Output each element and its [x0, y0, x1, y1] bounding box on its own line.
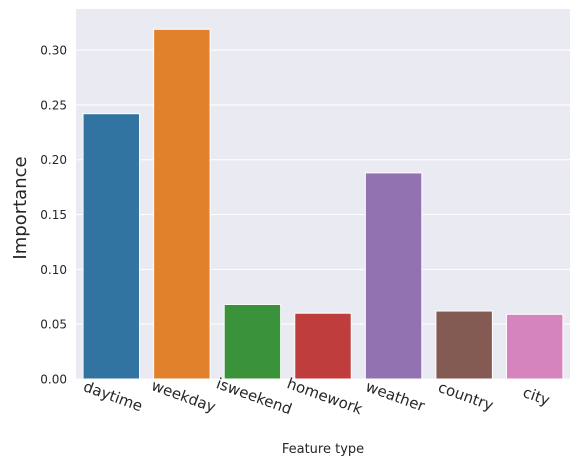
bars [82, 28, 564, 380]
x-tick-label-isweekend: isweekend [214, 374, 295, 418]
x-tick-label-weather: weather [363, 377, 428, 415]
y-axis-label: Importance [10, 156, 31, 259]
x-axis-label: Feature type [282, 442, 364, 457]
y-tick-label: 0.00 [40, 373, 67, 387]
bar-weekday [153, 28, 211, 380]
x-tick-label-daytime: daytime [81, 377, 145, 415]
bar-daytime [82, 113, 141, 380]
y-tick-label: 0.10 [40, 263, 67, 277]
y-tick-label: 0.25 [40, 98, 67, 112]
y-tick-label: 0.15 [40, 208, 67, 222]
bar-weather [364, 172, 423, 380]
y-tick-label: 0.20 [40, 153, 67, 167]
y-tick-label: 0.05 [40, 318, 67, 332]
x-tick-label-homework: homework [285, 374, 366, 418]
bar-isweekend [223, 303, 282, 380]
y-tick-label: 0.30 [40, 44, 67, 58]
bar-city [505, 313, 564, 380]
x-tick-label-city: city [521, 383, 553, 409]
x-tick-label-weekday: weekday [149, 376, 218, 416]
x-tick-label-country: country [436, 378, 496, 415]
y-tick-labels: 0.00 0.05 0.10 0.15 0.20 0.25 0.30 [40, 44, 67, 387]
bar-homework [294, 312, 352, 380]
bar-country [435, 310, 493, 380]
